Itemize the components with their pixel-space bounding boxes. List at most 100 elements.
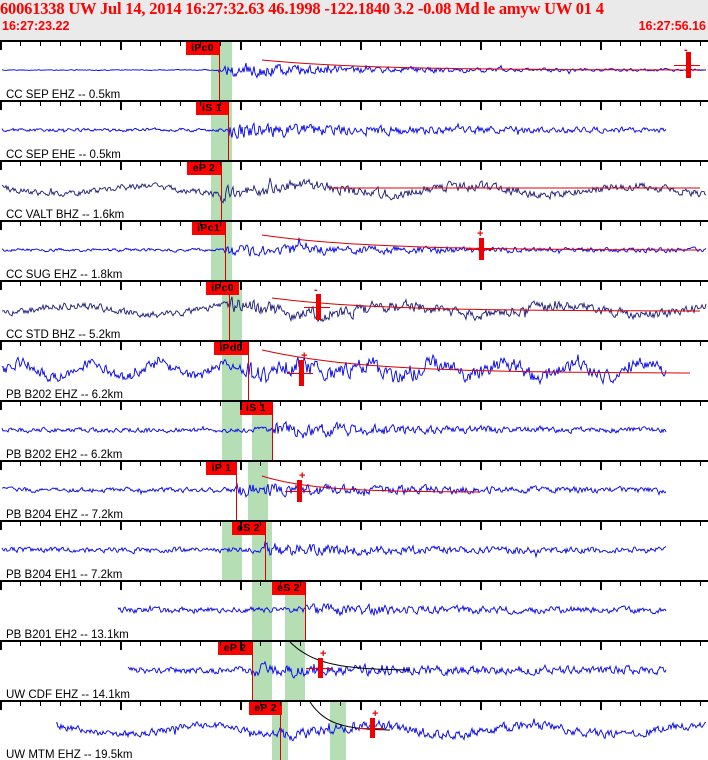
phase-pick-label[interactable]: iP 1 [206,462,237,475]
phase-pick-line[interactable] [219,42,220,100]
axis-tick [100,582,101,586]
axis-tick [600,642,602,650]
axis-tick [480,102,482,110]
phase-pick-line[interactable] [228,102,229,160]
axis-tick [280,102,281,106]
trace-panel[interactable]: iP 1 + PB B204 EHZ -- 7.2km [0,460,708,520]
axis-tick [280,522,281,526]
trace-panel[interactable]: iS 1 PB B202 EH2 -- 6.2km [0,400,708,460]
axis-tick [20,522,21,526]
trace-panel[interactable]: eP 2 + UW MTM EHZ -- 19.5km [0,700,708,760]
axis-tick [400,102,401,106]
axis-tick [100,162,101,166]
axis-tick [320,282,321,286]
axis-tick [500,462,501,466]
axis-tick [180,222,181,226]
phase-pick-line[interactable] [272,402,273,460]
phase-pick-label[interactable]: eP 2 [187,162,221,175]
axis-tick [300,642,301,646]
phase-pick-line[interactable] [229,282,230,340]
trace-panel[interactable]: eP 2 CC VALT BHZ -- 1.6km [0,160,708,220]
trace-panel[interactable]: iS 1 CC SEP EHE -- 0.5km [0,100,708,160]
axis-tick [100,462,101,466]
axis-tick [360,162,362,170]
time-axis-ticks [0,700,708,710]
axis-tick [380,342,381,346]
axis-tick [500,642,501,646]
amplitude-sign: - [314,284,318,296]
phase-pick-line[interactable] [236,462,237,520]
trace-panel[interactable]: eS 2 PB B201 EH2 -- 13.1km [0,580,708,640]
axis-tick [620,462,621,466]
trace-panel[interactable]: eS 2 PB B204 EH1 -- 7.2km [0,520,708,580]
trace-panel[interactable]: iPc1 + CC SUG EHZ -- 1.8km [0,220,708,280]
phase-pick-label[interactable]: iPd0 [214,342,248,355]
coda-envelope [289,641,410,671]
axis-tick [440,522,441,526]
axis-tick [180,282,181,286]
axis-tick [100,282,101,286]
axis-tick [640,342,641,346]
axis-tick [260,522,261,526]
phase-pick-label[interactable]: iS 1 [240,402,272,415]
axis-tick [220,642,221,646]
axis-tick [460,462,461,466]
axis-tick [360,342,362,350]
axis-tick [440,642,441,646]
axis-tick [20,402,21,406]
axis-tick [500,162,501,166]
phase-pick-line[interactable] [265,522,266,580]
phase-pick-line[interactable] [252,642,253,700]
panel-divider [0,520,708,522]
phase-pick-line[interactable] [280,702,281,760]
axis-tick [680,342,681,346]
axis-tick [20,222,21,226]
station-caption: PB B202 EH2 -- 6.2km [6,449,123,460]
phase-pick-line[interactable] [225,222,226,280]
axis-tick [160,522,161,526]
axis-tick [560,702,561,706]
axis-tick [300,342,301,346]
phase-pick-label[interactable]: iPc0 [206,282,239,295]
axis-tick [320,222,321,226]
amplitude-crosshair [358,728,384,729]
trace-panel[interactable]: eP 2 + UW CDF EHZ -- 14.1km [0,640,708,700]
axis-tick [200,402,201,406]
phase-pick-line[interactable] [305,582,306,640]
axis-tick [120,462,122,470]
phase-pick-line[interactable] [221,162,222,220]
waveform-trace [1,296,707,323]
axis-tick [620,102,621,106]
trace-panel[interactable]: iPc0 - CC STD BHZ -- 5.2km [0,280,708,340]
axis-tick [240,102,242,110]
axis-tick [640,642,641,646]
phase-pick-line[interactable] [248,342,249,400]
axis-tick [100,702,101,706]
trace-panel[interactable]: iPd0 + PB B202 EHZ -- 6.2km [0,340,708,400]
pick-highlight-band [222,342,242,400]
axis-tick [680,102,681,106]
waveform-trace [55,718,707,742]
axis-tick [640,702,641,706]
axis-tick [180,342,181,346]
axis-tick [480,642,482,650]
phase-pick-label[interactable]: eP 2 [249,702,282,715]
trace-panel[interactable]: iPc0 - CC SEP EHZ -- 0.5km [0,40,708,100]
axis-tick [400,642,401,646]
axis-tick [0,102,2,110]
axis-tick [180,702,181,706]
time-axis-ticks [0,280,708,290]
axis-tick [200,522,201,526]
axis-tick [620,582,621,586]
axis-tick [480,282,482,290]
panel-divider [0,160,708,162]
axis-tick [660,42,661,46]
axis-tick [140,222,141,226]
axis-tick [640,402,641,406]
axis-tick [580,582,581,586]
axis-tick [200,642,201,646]
axis-tick [40,342,41,346]
axis-tick [540,222,541,226]
axis-tick [240,222,242,230]
phase-pick-label[interactable]: iPc0 [186,42,219,55]
